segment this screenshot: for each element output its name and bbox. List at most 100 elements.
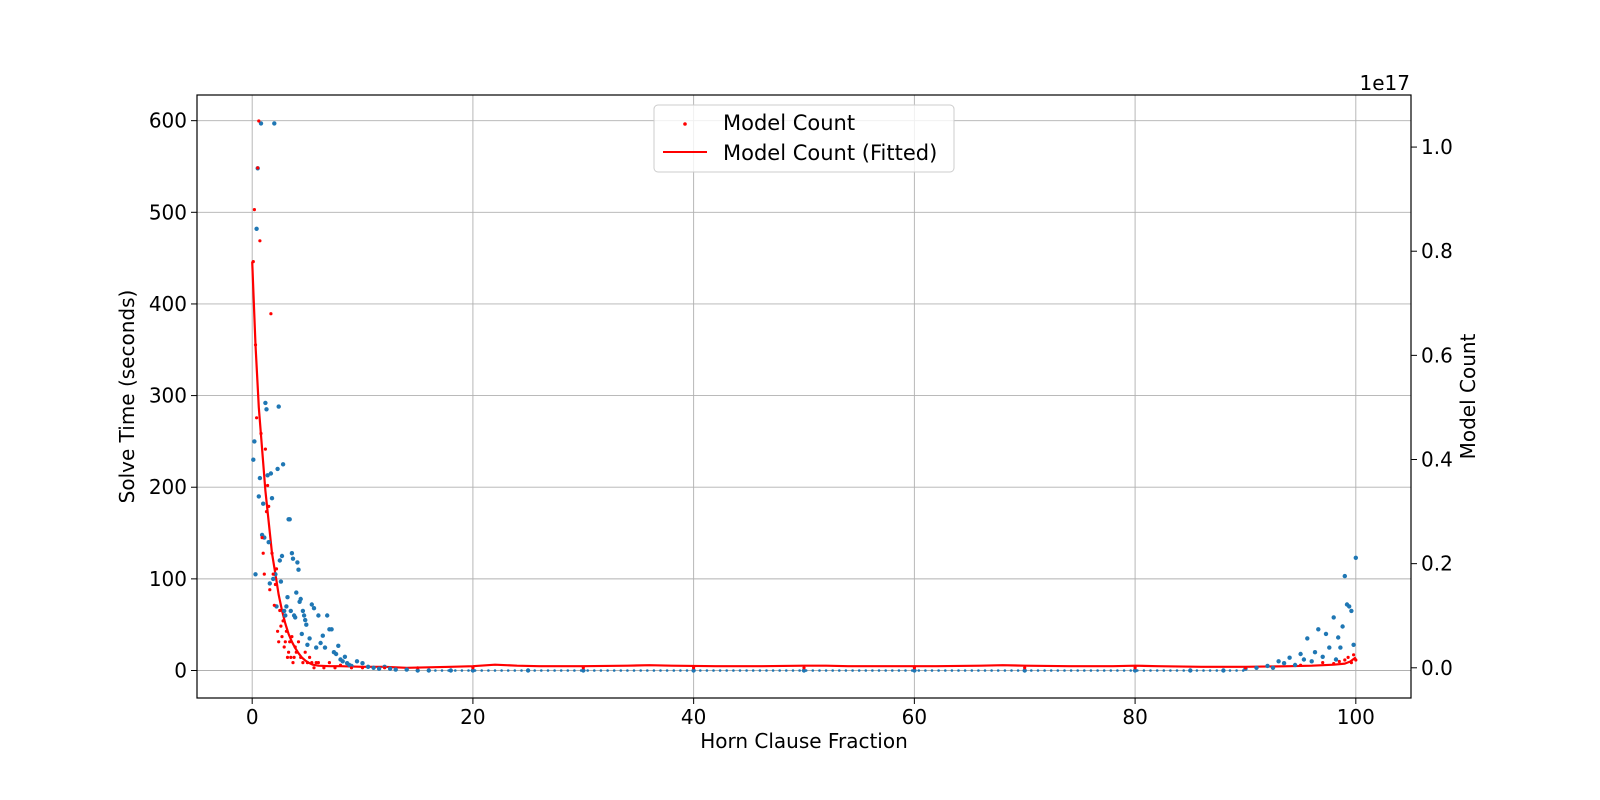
model-count-point: [308, 655, 312, 660]
solve-time-point: [758, 669, 762, 672]
solve-time-point: [824, 669, 828, 672]
solve-time-point: [254, 226, 259, 231]
solve-time-point: [639, 669, 642, 672]
solve-time-point: [415, 668, 420, 673]
model-count-point: [301, 661, 305, 665]
solve-time-point: [265, 473, 270, 478]
solve-time-point: [712, 669, 715, 672]
solve-time-point: [376, 666, 382, 671]
solve-time-point: [811, 669, 815, 672]
solve-time-point: [930, 669, 934, 672]
solve-time-point: [1301, 657, 1307, 662]
solve-time-point: [526, 669, 530, 672]
y-axis-label-left: Solve Time (seconds): [115, 290, 139, 504]
solve-time-point: [1222, 669, 1225, 672]
solve-time-point: [336, 643, 341, 648]
solve-time-point: [1010, 669, 1013, 672]
model-count-point: [257, 119, 261, 123]
y-tick-label-left: 100: [149, 567, 187, 591]
model-count-point: [316, 661, 320, 665]
model-count-point: [1346, 655, 1350, 660]
gridlines: [197, 95, 1411, 698]
solve-time-point: [448, 668, 453, 673]
model-count-point: [305, 661, 309, 665]
solve-time-point: [732, 669, 735, 672]
x-tick-label: 80: [1122, 705, 1147, 729]
solve-time-point: [1122, 669, 1126, 672]
x-tick-label: 0: [246, 705, 259, 729]
model-count-point: [273, 582, 277, 587]
solve-time-point: [1276, 659, 1281, 664]
model-count-point: [312, 666, 316, 670]
solve-time-point: [1036, 669, 1040, 672]
solve-time-point: [371, 665, 376, 670]
solve-time-point: [1316, 627, 1321, 632]
solve-time-point: [305, 642, 310, 647]
solve-time-point: [311, 606, 317, 611]
solve-time-point: [950, 669, 954, 672]
solve-time-point: [1030, 669, 1033, 672]
solve-time-point: [1116, 669, 1119, 672]
solve-time-point: [1049, 669, 1053, 672]
plot-frame: [196, 94, 1412, 699]
solve-time-point: [1195, 669, 1199, 672]
solve-time-point: [300, 608, 306, 614]
solve-time-point: [983, 669, 987, 672]
model-count-point: [1337, 659, 1341, 664]
solve-time-point: [293, 615, 298, 620]
solve-time-point: [606, 669, 609, 672]
solve-time-point: [612, 669, 616, 672]
legend-label-model-count-fitted: Model Count (Fitted): [723, 141, 937, 165]
axis-ticks: 0 20 40 60 80 100 0 100 200 300 400 500 600 0.0 0.2 0.4…: [149, 109, 1453, 729]
model-count-point: [338, 663, 343, 667]
solve-time-point: [801, 668, 807, 673]
solve-time-point: [252, 439, 257, 444]
model-count-point: [1299, 663, 1303, 667]
solve-time-point: [864, 669, 868, 672]
solve-time-points: [251, 121, 1359, 673]
solve-time-point: [1270, 665, 1276, 670]
solve-time-point: [365, 664, 371, 669]
solve-time-point: [404, 667, 409, 672]
model-count-point: [268, 588, 272, 592]
solve-time-point: [540, 669, 543, 672]
solve-time-point: [1338, 645, 1343, 650]
solve-time-point: [258, 121, 264, 126]
legend-label-model-count: Model Count: [723, 111, 855, 135]
model-count-point: [263, 447, 267, 451]
solve-time-point: [738, 669, 742, 672]
solve-time-point: [268, 471, 274, 476]
solve-time-point: [778, 669, 781, 672]
y-tick-label-left: 200: [149, 475, 187, 499]
solve-time-point: [652, 669, 656, 672]
solve-time-point: [798, 669, 801, 672]
model-count-point: [802, 666, 806, 670]
solve-time-point: [473, 669, 477, 672]
solve-time-point: [342, 654, 348, 659]
solve-time-point: [679, 669, 682, 672]
solve-time-point: [1102, 669, 1106, 672]
model-count-point: [262, 572, 266, 576]
model-count-point: [281, 619, 285, 623]
solve-time-point: [692, 669, 695, 672]
solve-time-point: [1202, 669, 1205, 672]
solve-time-point: [1336, 635, 1341, 640]
solve-time-point: [1349, 608, 1354, 614]
solve-time-point: [1155, 669, 1159, 672]
solve-time-point: [996, 669, 1000, 672]
model-count-point: [285, 655, 290, 660]
solve-time-point: [1089, 669, 1093, 672]
solve-time-point: [506, 669, 510, 672]
solve-time-point: [271, 576, 276, 582]
solve-time-point: [751, 669, 755, 672]
solve-time-point: [1353, 555, 1359, 560]
model-count-point: [264, 510, 269, 514]
solve-time-point: [977, 669, 980, 672]
solve-time-point: [276, 404, 281, 409]
model-count-point: [271, 572, 275, 576]
model-count-point: [1352, 653, 1356, 657]
solve-time-point: [619, 669, 623, 672]
model-count-point: [327, 661, 331, 665]
solve-time-point: [299, 631, 304, 637]
y-tick-label-right: 0.4: [1421, 448, 1453, 472]
